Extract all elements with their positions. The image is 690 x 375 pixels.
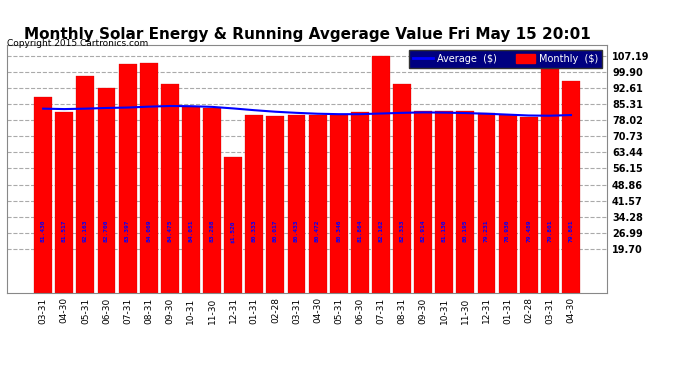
Bar bbox=[55, 112, 73, 292]
Text: 82.914: 82.914 bbox=[421, 219, 426, 242]
Text: 79.489: 79.489 bbox=[526, 219, 531, 242]
Bar bbox=[520, 117, 538, 292]
Text: 82.333: 82.333 bbox=[400, 219, 404, 242]
Text: 79.231: 79.231 bbox=[484, 219, 489, 242]
Title: Monthly Solar Energy & Running Avgerage Value Fri May 15 20:01: Monthly Solar Energy & Running Avgerage … bbox=[23, 27, 591, 42]
Text: 80.472: 80.472 bbox=[315, 219, 320, 242]
Text: 80.195: 80.195 bbox=[463, 219, 468, 242]
Bar bbox=[203, 108, 221, 292]
Bar bbox=[119, 64, 137, 292]
Text: 83.288: 83.288 bbox=[210, 219, 215, 242]
Text: 79.801: 79.801 bbox=[569, 219, 573, 242]
Bar bbox=[435, 111, 453, 292]
Bar bbox=[499, 115, 517, 292]
Text: 81.864: 81.864 bbox=[357, 219, 362, 242]
Text: Copyright 2015 Cartronics.com: Copyright 2015 Cartronics.com bbox=[7, 39, 148, 48]
Bar bbox=[161, 84, 179, 292]
Text: $1.520: $1.520 bbox=[230, 220, 236, 243]
Bar bbox=[330, 115, 348, 292]
Bar bbox=[34, 97, 52, 292]
Bar bbox=[456, 111, 474, 292]
Text: 81.517: 81.517 bbox=[62, 219, 67, 242]
Bar bbox=[562, 81, 580, 292]
Bar bbox=[351, 112, 368, 292]
Bar bbox=[372, 56, 390, 292]
Bar bbox=[182, 107, 200, 292]
Text: 84.069: 84.069 bbox=[146, 219, 151, 242]
Text: 83.397: 83.397 bbox=[125, 219, 130, 242]
Text: 79.801: 79.801 bbox=[547, 219, 552, 242]
Bar bbox=[288, 115, 306, 292]
Bar bbox=[477, 113, 495, 292]
Text: 82.162: 82.162 bbox=[378, 219, 384, 242]
Text: 78.930: 78.930 bbox=[505, 219, 510, 242]
Bar bbox=[414, 111, 432, 292]
Bar bbox=[246, 115, 264, 292]
Text: 84.051: 84.051 bbox=[188, 219, 193, 242]
Bar bbox=[140, 63, 158, 292]
Bar bbox=[308, 115, 326, 292]
Bar bbox=[97, 88, 115, 292]
Text: 80.433: 80.433 bbox=[294, 219, 299, 242]
Text: 82.700: 82.700 bbox=[104, 219, 109, 242]
Text: 80.333: 80.333 bbox=[252, 219, 257, 242]
Text: 80.346: 80.346 bbox=[336, 219, 342, 242]
Text: 84.475: 84.475 bbox=[168, 219, 172, 242]
Text: 92.163: 92.163 bbox=[83, 219, 88, 242]
Bar bbox=[224, 156, 242, 292]
Bar bbox=[541, 55, 559, 292]
Text: 81.430: 81.430 bbox=[41, 219, 46, 242]
Bar bbox=[266, 116, 284, 292]
Bar bbox=[77, 76, 95, 292]
Text: 81.130: 81.130 bbox=[442, 219, 446, 242]
Text: 80.017: 80.017 bbox=[273, 219, 278, 242]
Legend: Average  ($), Monthly  ($): Average ($), Monthly ($) bbox=[409, 50, 602, 68]
Bar bbox=[393, 84, 411, 292]
